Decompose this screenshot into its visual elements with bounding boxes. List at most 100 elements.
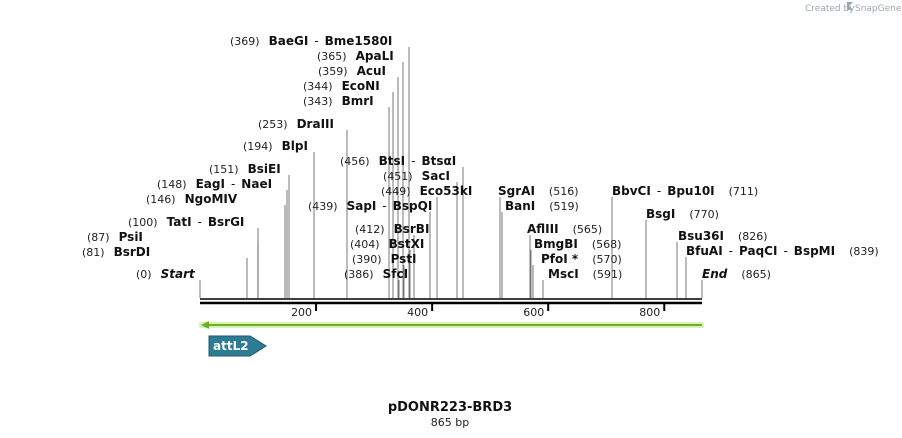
site-position: (100) (128, 216, 158, 229)
enzyme-name: BsrBI (394, 222, 430, 236)
enzyme-name: BspQI (393, 199, 433, 213)
enzyme-name: SfcI (383, 267, 408, 281)
enzyme-name: BaeGI (269, 34, 309, 48)
site-label-bstxi[interactable]: (404) BstXI (350, 237, 424, 251)
site-label-bfuai-paqci-bspmi[interactable]: BfuAI - PaqCI - BspMI (839) (686, 244, 879, 258)
site-label-econi[interactable]: (344) EcoNI (303, 79, 380, 93)
site-label-bmri[interactable]: (343) BmrI (303, 94, 374, 108)
site-position: (194) (243, 140, 273, 153)
site-label-sfci[interactable]: (386) SfcI (344, 267, 408, 281)
feature-attL2[interactable]: attL2 (199, 321, 704, 357)
site-label-bbvci-bpu10i[interactable]: BbvCI - Bpu10I (711) (612, 184, 758, 198)
site-label-end[interactable]: End (865) (702, 267, 771, 281)
ruler: 200 400 600 800 (291, 303, 666, 319)
ruler-tick-label: 800 (639, 306, 660, 319)
site-position: (344) (303, 80, 333, 93)
site-label-saci[interactable]: (451) SacI (383, 169, 450, 183)
snapgene-logo-icon (847, 2, 853, 10)
enzyme-name: Eco53kI (420, 184, 473, 198)
enzyme-name: PaqCI (739, 244, 777, 258)
site-label-afliii[interactable]: AflIII (565) (527, 222, 602, 236)
enzyme-name: PfoI * (541, 252, 579, 266)
enzyme-name: Bpu10I (667, 184, 714, 198)
enzyme-name: ApaLI (356, 49, 394, 63)
attl2-label: attL2 (213, 339, 249, 353)
feature-arrowhead-icon (201, 321, 209, 329)
site-label-pfoi[interactable]: PfoI * (570) (541, 252, 622, 266)
site-label-bsu36i[interactable]: Bsu36I (826) (678, 229, 768, 243)
ruler-tick-label: 400 (407, 306, 428, 319)
site-label-bani[interactable]: BanI (519) (505, 199, 579, 213)
cut-site-lines (199, 47, 703, 298)
site-position: (565) (573, 223, 603, 236)
site-label-ngomiv[interactable]: (146) NgoMIV (146, 192, 238, 206)
site-label-psti[interactable]: (390) PstI (352, 252, 417, 266)
enzyme-name: BspMI (794, 244, 835, 258)
site-label-bsiei[interactable]: (151) BsiEI (209, 162, 281, 176)
site-label-start[interactable]: (0) Start (136, 267, 196, 281)
site-position: (343) (303, 95, 333, 108)
enzyme-name: BstXI (389, 237, 425, 251)
site-label-apali[interactable]: (365) ApaLI (317, 49, 394, 63)
site-position: (449) (381, 185, 411, 198)
site-label-sapi-bspqi[interactable]: (439) SapI - BspQI (308, 199, 432, 213)
enzyme-name: AcuI (357, 64, 386, 78)
ruler-tick-label: 600 (523, 306, 544, 319)
enzyme-name: BbvCI (612, 184, 651, 198)
site-position: (451) (383, 170, 413, 183)
site-position: (0) (136, 268, 152, 281)
enzyme-name: BsgI (646, 207, 675, 221)
watermark-text: Created by (805, 4, 855, 14)
cut-site-labels: (0) Start(81) BsrDI(87) PsiI(100) TatI - BsrGI… (82, 34, 879, 281)
enzyme-name: BanI (505, 199, 535, 213)
name-separator: - (729, 244, 733, 258)
site-label-blpi[interactable]: (194) BlpI (243, 139, 308, 153)
site-position: (253) (258, 118, 288, 131)
site-position: (591) (593, 268, 623, 281)
site-position: (770) (689, 208, 719, 221)
site-label-eco53ki[interactable]: (449) Eco53kI (381, 184, 472, 198)
site-position: (456) (340, 155, 370, 168)
enzyme-name: BsrGI (208, 215, 245, 229)
site-label-psii[interactable]: (87) PsiI (87, 230, 143, 244)
site-position: (519) (549, 200, 579, 213)
enzyme-name: BsiEI (248, 162, 281, 176)
site-position: (439) (308, 200, 338, 213)
enzyme-name: EcoNI (342, 79, 380, 93)
enzyme-name: Bme1580I (325, 34, 393, 48)
enzyme-name: Bsu36I (678, 229, 724, 243)
site-label-msci[interactable]: MscI (591) (548, 267, 622, 281)
attl2-arrow-icon[interactable] (208, 335, 267, 357)
enzyme-name: PstI (391, 252, 417, 266)
site-label-eagi-naei[interactable]: (148) EagI - NaeI (157, 177, 272, 191)
site-position: (365) (317, 50, 347, 63)
site-label-bsgi[interactable]: BsgI (770) (646, 207, 719, 221)
site-label-sgrai[interactable]: SgrAI (516) (498, 184, 579, 198)
site-position: (568) (592, 238, 622, 251)
site-label-bsrdi[interactable]: (81) BsrDI (82, 245, 150, 259)
enzyme-name: BfuAI (686, 244, 723, 258)
site-label-draiii[interactable]: (253) DraIII (258, 117, 334, 131)
name-separator: - (382, 199, 386, 213)
enzyme-name: PsiI (119, 230, 143, 244)
enzyme-name: Start (161, 267, 196, 281)
site-label-bsrbi[interactable]: (412) BsrBI (355, 222, 429, 236)
name-separator: - (783, 244, 787, 258)
site-label-btsi-bts-i[interactable]: (456) BtsI - BtsαI (340, 154, 456, 168)
name-separator: - (198, 215, 202, 229)
enzyme-name: BtsI (379, 154, 406, 168)
enzyme-name: TatI (167, 215, 192, 229)
site-position: (570) (592, 253, 622, 266)
site-label-bmgbi[interactable]: BmgBI (568) (534, 237, 621, 251)
site-label-acui[interactable]: (359) AcuI (318, 64, 386, 78)
enzyme-name: BtsαI (421, 154, 456, 168)
site-position: (81) (82, 246, 105, 259)
ruler-tick-label: 200 (291, 306, 312, 319)
site-position: (87) (87, 231, 110, 244)
site-position: (404) (350, 238, 380, 251)
site-label-baegi-bme1580i[interactable]: (369) BaeGI - Bme1580I (230, 34, 392, 48)
enzyme-name: BmgBI (534, 237, 578, 251)
site-label-tati-bsrgi[interactable]: (100) TatI - BsrGI (128, 215, 244, 229)
enzyme-name: SgrAI (498, 184, 535, 198)
